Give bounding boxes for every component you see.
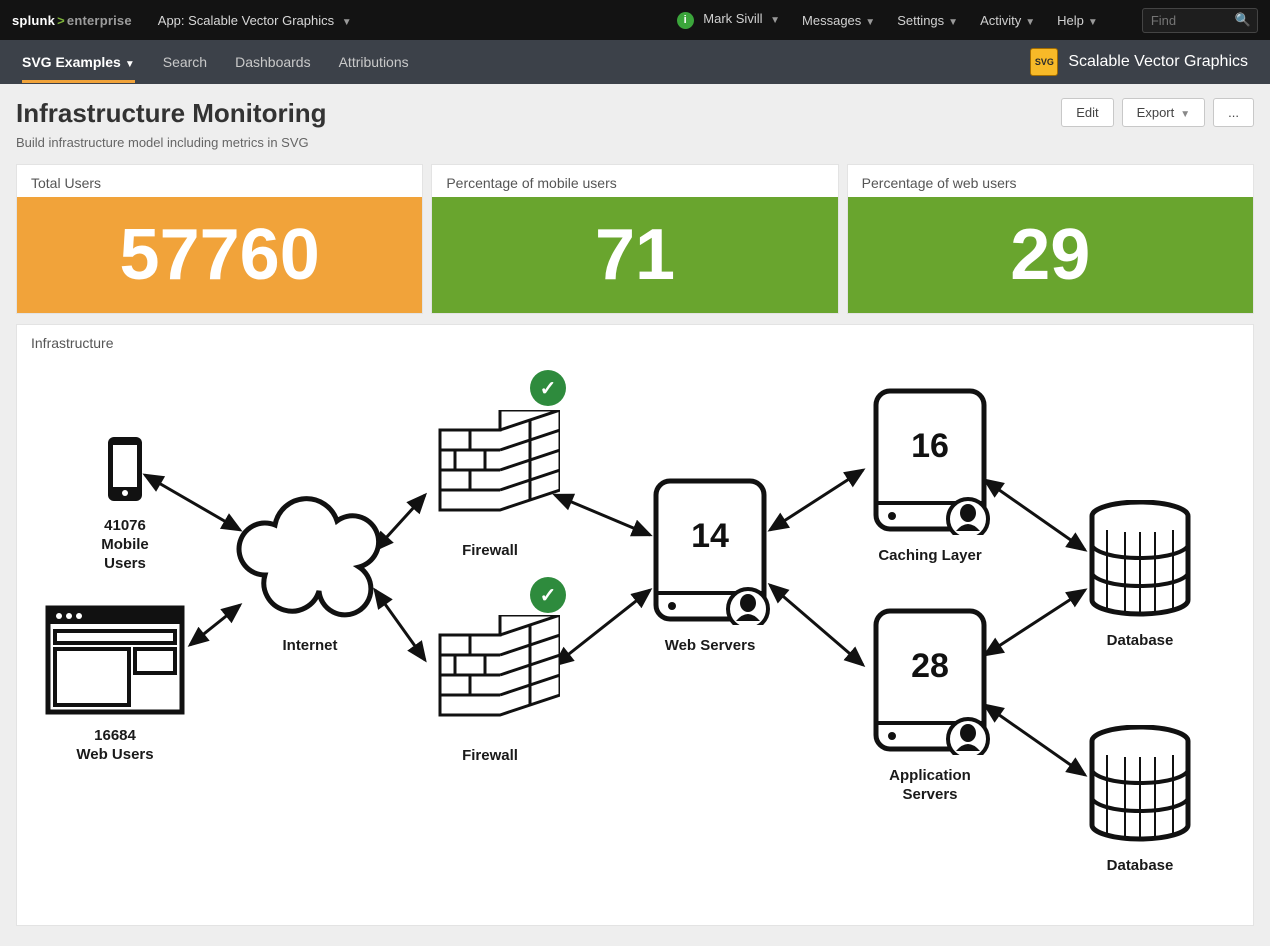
database-icon bbox=[1085, 500, 1195, 620]
metric-card: Total Users57760 bbox=[16, 164, 423, 314]
caret-down-icon: ▼ bbox=[770, 15, 780, 26]
app-selector[interactable]: App: Scalable Vector Graphics ▼ bbox=[158, 13, 352, 28]
find-input[interactable] bbox=[1143, 9, 1229, 32]
metric-label: Percentage of web users bbox=[848, 165, 1253, 197]
edit-button[interactable]: Edit bbox=[1061, 98, 1113, 127]
brand-chevron-icon: > bbox=[57, 13, 65, 28]
info-icon: i bbox=[677, 12, 694, 29]
page-subtitle: Build infrastructure model including met… bbox=[16, 135, 327, 150]
phone-icon bbox=[104, 435, 146, 505]
diagram-edge bbox=[770, 585, 863, 665]
diagram-node-fw2: Firewall bbox=[410, 615, 570, 766]
user-name: Mark Sivill bbox=[703, 11, 762, 26]
node-caption: Web Servers bbox=[640, 637, 780, 656]
check-ok-icon: ✓ bbox=[530, 577, 566, 613]
metric-card: Percentage of web users29 bbox=[847, 164, 1254, 314]
infra-diagram: 41076Mobile Users 16684Web Users Internet F… bbox=[25, 355, 1245, 915]
metric-value: 71 bbox=[432, 197, 837, 313]
node-caption: Database bbox=[1080, 632, 1200, 651]
node-caption: Firewall bbox=[410, 747, 570, 766]
node-caption: Caching Layer bbox=[855, 547, 1005, 566]
metric-value: 57760 bbox=[17, 197, 422, 313]
svg-text:28: 28 bbox=[911, 647, 949, 685]
app-selector-label: App: Scalable Vector Graphics bbox=[158, 13, 334, 28]
svg-app-icon: SVG bbox=[1030, 48, 1058, 76]
diagram-node-web: 16684Web Users bbox=[35, 605, 195, 765]
metric-label: Total Users bbox=[17, 165, 422, 197]
diagram-node-mobile: 41076Mobile Users bbox=[80, 435, 170, 573]
user-menu[interactable]: i Mark Sivill ▼ bbox=[677, 11, 780, 29]
brand-logo: splunk>enterprise bbox=[12, 13, 132, 28]
svg-text:14: 14 bbox=[691, 517, 729, 555]
page-title: Infrastructure Monitoring bbox=[16, 98, 327, 129]
caret-down-icon: ▼ bbox=[1088, 17, 1098, 28]
server-icon: 28 bbox=[870, 605, 990, 755]
caret-down-icon: ▼ bbox=[865, 17, 875, 28]
server-icon: 16 bbox=[870, 385, 990, 535]
menu-label: Settings bbox=[897, 13, 944, 28]
activity-menu[interactable]: Activity ▼ bbox=[980, 13, 1035, 28]
diagram-node-internet: Internet bbox=[220, 475, 400, 656]
metric-value: 29 bbox=[848, 197, 1253, 313]
firewall-icon bbox=[420, 410, 560, 530]
diagram-edge bbox=[770, 470, 863, 530]
messages-menu[interactable]: Messages ▼ bbox=[802, 13, 875, 28]
server-icon: 14 bbox=[650, 475, 770, 625]
firewall-icon bbox=[420, 615, 560, 735]
help-menu[interactable]: Help ▼ bbox=[1057, 13, 1098, 28]
node-caption: ApplicationServers bbox=[855, 767, 1005, 805]
caret-down-icon: ▼ bbox=[948, 17, 958, 28]
menu-label: Activity bbox=[980, 13, 1021, 28]
menu-label: Help bbox=[1057, 13, 1084, 28]
check-ok-icon: ✓ bbox=[530, 370, 566, 406]
settings-menu[interactable]: Settings ▼ bbox=[897, 13, 958, 28]
caret-down-icon: ▼ bbox=[125, 59, 135, 70]
diagram-node-websrv: 14 Web Servers bbox=[640, 475, 780, 656]
caret-down-icon: ▼ bbox=[1180, 109, 1190, 120]
more-button[interactable]: ... bbox=[1213, 98, 1254, 127]
diagram-node-db1: Database bbox=[1080, 500, 1200, 651]
brand-bold: splunk bbox=[12, 13, 55, 28]
nav-tab-attributions[interactable]: Attributions bbox=[339, 42, 409, 82]
search-icon[interactable]: 🔍 bbox=[1229, 12, 1257, 28]
node-caption: 41076Mobile Users bbox=[80, 517, 170, 573]
diagram-node-cache: 16 Caching Layer bbox=[855, 385, 1005, 566]
database-icon bbox=[1085, 725, 1195, 845]
cloud-icon bbox=[225, 475, 395, 625]
nav-tab-dashboards[interactable]: Dashboards bbox=[235, 42, 311, 82]
topbar: splunk>enterprise App: Scalable Vector G… bbox=[0, 0, 1270, 40]
node-caption: 16684Web Users bbox=[35, 727, 195, 765]
export-label: Export bbox=[1137, 105, 1175, 120]
diagram-node-appsrv: 28 ApplicationServers bbox=[855, 605, 1005, 805]
svg-text:16: 16 bbox=[911, 427, 949, 465]
brand-light: enterprise bbox=[67, 13, 132, 28]
find-box[interactable]: 🔍 bbox=[1142, 8, 1258, 33]
navbar: SVG Examples▼ Search Dashboards Attribution… bbox=[0, 40, 1270, 84]
caret-down-icon: ▼ bbox=[1025, 17, 1035, 28]
nav-tab-search[interactable]: Search bbox=[163, 42, 207, 82]
infra-panel-label: Infrastructure bbox=[17, 325, 1253, 355]
browser-icon bbox=[45, 605, 185, 715]
node-caption: Internet bbox=[220, 637, 400, 656]
diagram-node-fw1: Firewall bbox=[410, 410, 570, 561]
menu-label: Messages bbox=[802, 13, 861, 28]
node-caption: Firewall bbox=[410, 542, 570, 561]
app-title-text: Scalable Vector Graphics bbox=[1068, 53, 1248, 71]
export-button[interactable]: Export ▼ bbox=[1122, 98, 1205, 127]
nav-tab-svg-examples[interactable]: SVG Examples▼ bbox=[22, 42, 135, 82]
caret-down-icon: ▼ bbox=[342, 17, 352, 28]
metric-card: Percentage of mobile users71 bbox=[431, 164, 838, 314]
app-title: SVG Scalable Vector Graphics bbox=[1030, 48, 1248, 76]
metric-label: Percentage of mobile users bbox=[432, 165, 837, 197]
diagram-node-db2: Database bbox=[1080, 725, 1200, 876]
node-caption: Database bbox=[1080, 857, 1200, 876]
